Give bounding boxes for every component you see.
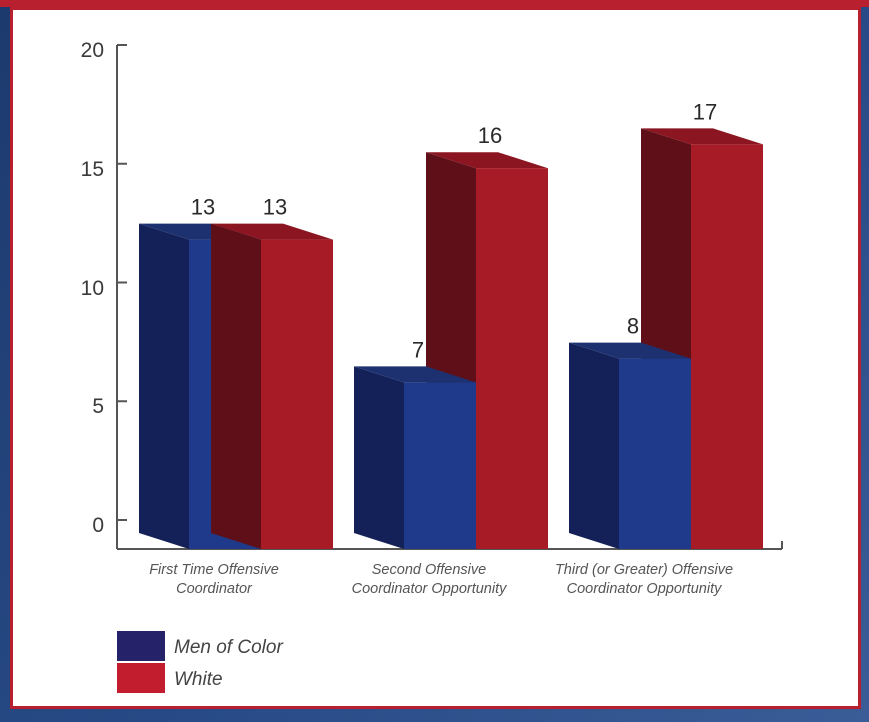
bar-men-of-color-3-side [569, 342, 619, 549]
x-tick-label: Second Offensive [372, 562, 486, 578]
legend-label: Men of Color [174, 637, 283, 658]
chart-bars [139, 128, 763, 549]
data-label: 7 [412, 337, 424, 362]
x-tick-label: First Time Offensive [149, 562, 279, 578]
bar-men-of-color-3 [569, 342, 691, 549]
bar-men-of-color-3-top [569, 342, 691, 359]
bar-white-3-top [641, 128, 763, 145]
bar-white-2-front [476, 168, 548, 549]
bar-white-1-side [211, 223, 261, 549]
bar-men-of-color-2-side [354, 366, 404, 549]
y-tick-label: 5 [92, 395, 104, 418]
top-accent-bar [0, 0, 869, 7]
bar-men-of-color-2 [354, 366, 476, 549]
legend-swatch [117, 631, 165, 661]
legend-swatch [117, 663, 165, 693]
x-tick-label: Coordinator Opportunity [567, 581, 722, 597]
y-tick-label: 20 [81, 39, 104, 62]
data-label: 13 [263, 195, 287, 220]
data-label: 13 [191, 195, 215, 220]
data-label: 17 [693, 99, 717, 124]
chart-legend: Men of Color White [117, 631, 283, 693]
bar-white-1-top [211, 223, 333, 240]
legend-label: White [174, 669, 223, 690]
x-tick-label: Third (or Greater) Offensive [555, 562, 733, 578]
y-tick-label: 15 [81, 158, 104, 181]
bar-white-1 [211, 223, 333, 549]
bar-men-of-color-2-top [354, 366, 476, 383]
x-tick-label: Coordinator [176, 581, 253, 597]
bar-white-1-front [261, 239, 333, 549]
x-tick-label: Coordinator Opportunity [352, 581, 507, 597]
data-label: 16 [478, 123, 502, 148]
chart-labels: 13 13 First Time Offensive Coordinator 7 16 Se… [149, 99, 733, 597]
bar-men-of-color-2-front [404, 382, 476, 549]
y-tick-label: 0 [92, 514, 104, 537]
bar-men-of-color-1-side [139, 223, 189, 549]
bar-white-3-front [691, 144, 763, 549]
y-tick-label: 10 [81, 277, 104, 300]
bar-white-2-top [426, 152, 548, 169]
data-label: 8 [627, 314, 639, 339]
bar-men-of-color-3-front [619, 358, 691, 549]
